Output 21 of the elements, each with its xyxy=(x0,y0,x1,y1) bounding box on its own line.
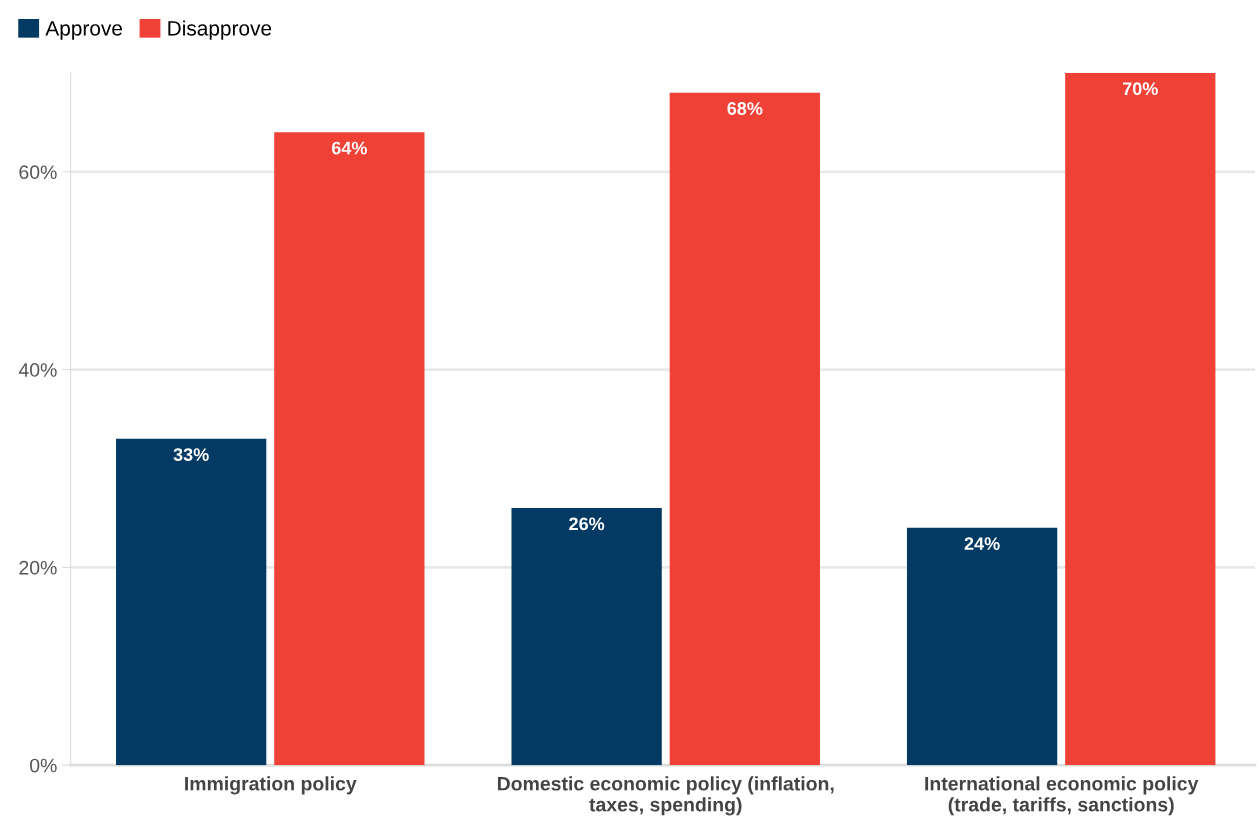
text: 64% xyxy=(331,141,367,155)
x-tick-label: International economic policy (trade, tariffs, sanctions) xyxy=(925,776,1199,816)
bar xyxy=(669,92,820,766)
text: 26% xyxy=(569,517,605,531)
text: 24% xyxy=(964,537,1000,550)
legend-label: Approve xyxy=(45,21,122,40)
legend-label: Disapprove xyxy=(168,20,272,40)
y-tick-label: 20% xyxy=(19,560,57,575)
y-tick-label: 60% xyxy=(19,165,57,180)
text: 70% xyxy=(1122,82,1158,96)
y-tick-label: 0% xyxy=(30,758,57,773)
x-tick-label: Domestic economic policy (inflation, taxes, spending) xyxy=(497,776,834,816)
bar xyxy=(1065,72,1216,766)
bar xyxy=(116,438,267,766)
x-tick-label: Immigration policy xyxy=(185,776,357,795)
y-tick-label: 40% xyxy=(18,363,57,377)
bar xyxy=(511,508,662,766)
bar xyxy=(906,527,1058,766)
bar xyxy=(274,132,425,766)
text: 33% xyxy=(173,448,209,462)
text: 68% xyxy=(727,102,763,115)
